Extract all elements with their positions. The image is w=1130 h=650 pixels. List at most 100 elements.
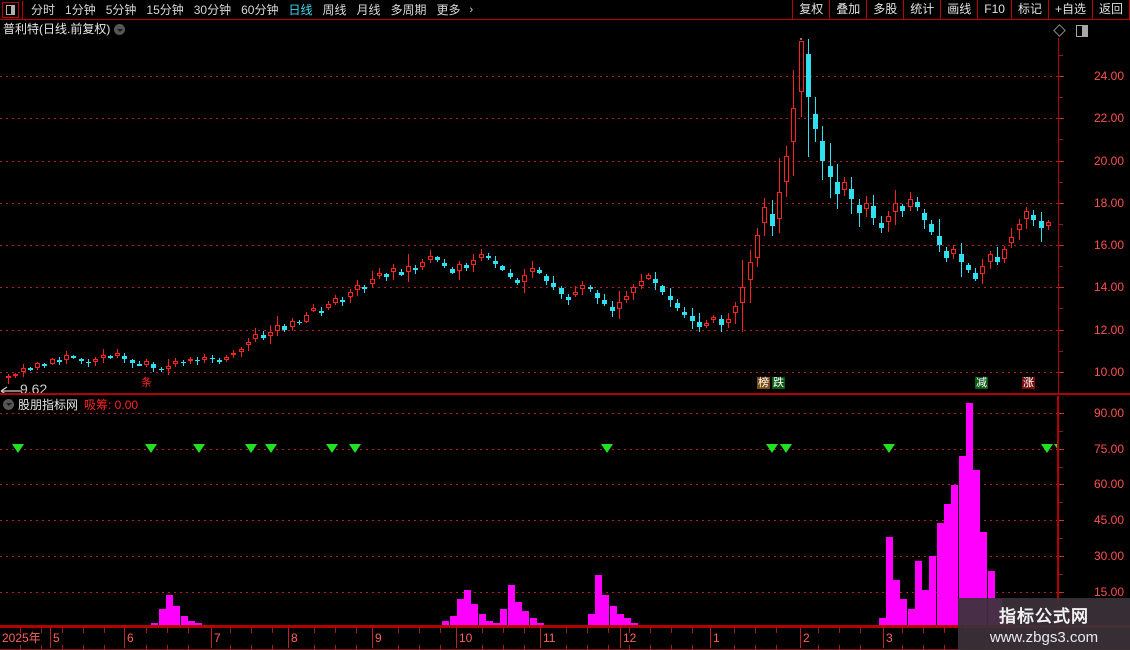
y-tick-mark bbox=[1059, 556, 1064, 557]
indicator-plot-area[interactable] bbox=[0, 396, 1058, 628]
indicator-bar bbox=[915, 561, 922, 628]
candle-body bbox=[784, 156, 789, 183]
tab-more[interactable]: 更多 bbox=[436, 2, 461, 17]
candle-body bbox=[755, 234, 760, 258]
chevron-down-circle-icon[interactable] bbox=[3, 398, 14, 410]
candle-body bbox=[442, 262, 447, 267]
date-axis-minor-tick bbox=[314, 645, 315, 650]
tab-fenshi[interactable]: 分时 bbox=[31, 2, 56, 17]
date-axis-minor-tick bbox=[419, 645, 420, 650]
date-axis-minor-tick bbox=[83, 645, 84, 650]
tab-5min[interactable]: 5分钟 bbox=[105, 2, 137, 17]
candle-body bbox=[326, 304, 331, 309]
split-panel-icon[interactable] bbox=[2, 1, 19, 18]
candle-body bbox=[639, 281, 644, 286]
candle-body bbox=[791, 107, 796, 143]
statistics-button[interactable]: 统计 bbox=[903, 0, 940, 19]
date-axis: 2025年 5 6 7 8 9 10 11 12 1 2 3 bbox=[0, 627, 1130, 650]
y-tick-minor bbox=[1059, 574, 1063, 575]
candle-body bbox=[71, 356, 76, 358]
date-axis-minor-tick bbox=[482, 628, 483, 633]
gridline bbox=[0, 76, 1058, 77]
multistock-button[interactable]: 多股 bbox=[866, 0, 903, 19]
date-axis-minor-tick bbox=[167, 645, 168, 650]
tab-30min[interactable]: 30分钟 bbox=[193, 2, 232, 17]
candle-body bbox=[79, 359, 84, 362]
split-view-icon[interactable] bbox=[1076, 25, 1088, 37]
date-axis-minor-tick bbox=[20, 645, 21, 650]
chart-tag-label[interactable]: 榜 bbox=[757, 377, 770, 389]
low-marker-arrow bbox=[0, 386, 22, 393]
y-tick-mark bbox=[1059, 449, 1064, 450]
tab-15min[interactable]: 15分钟 bbox=[146, 2, 184, 17]
tab-daily[interactable]: 日线 bbox=[288, 2, 313, 17]
date-axis-minor-tick bbox=[62, 645, 63, 650]
chart-tag-label[interactable]: 涨 bbox=[1022, 377, 1035, 389]
indicator-bar bbox=[929, 556, 936, 628]
indicator-bar bbox=[471, 604, 478, 628]
indicator-chart-panel[interactable]: 15.00 30.00 45.00 60.00 75.00 90.00 bbox=[0, 396, 1130, 628]
add-favorite-button[interactable]: +自选 bbox=[1047, 0, 1092, 19]
tab-multiperiod[interactable]: 多周期 bbox=[390, 2, 427, 17]
y-tick-minor bbox=[1059, 139, 1063, 140]
chevron-right-icon[interactable]: › bbox=[469, 3, 474, 16]
candle-body bbox=[980, 266, 985, 274]
date-axis-month-label: 3 bbox=[886, 631, 893, 645]
candle-body bbox=[377, 272, 382, 276]
tab-weekly[interactable]: 周线 bbox=[322, 2, 347, 17]
candle-body bbox=[217, 360, 222, 362]
candle-body bbox=[13, 373, 18, 376]
candle-wick bbox=[553, 275, 554, 290]
candle-body bbox=[580, 285, 585, 290]
date-axis-minor-tick bbox=[503, 645, 504, 650]
date-axis-month-label: 12 bbox=[623, 631, 637, 645]
candle-body bbox=[915, 202, 920, 208]
candle-body bbox=[733, 306, 738, 313]
return-button[interactable]: 返回 bbox=[1091, 0, 1130, 19]
triangle-down-signal-icon bbox=[145, 443, 157, 453]
candle-body bbox=[515, 280, 520, 284]
tab-1min[interactable]: 1分钟 bbox=[65, 2, 96, 17]
tab-60min[interactable]: 60分钟 bbox=[241, 2, 279, 17]
indicator-bar bbox=[966, 403, 973, 628]
candle-body bbox=[355, 285, 360, 291]
chart-tag-label[interactable]: 减 bbox=[975, 377, 988, 389]
chevron-down-circle-icon[interactable] bbox=[114, 24, 125, 35]
tab-monthly[interactable]: 月线 bbox=[356, 2, 381, 17]
candle-body bbox=[631, 287, 636, 294]
chart-tag-label[interactable]: 条 bbox=[140, 377, 153, 389]
diamond-icon[interactable] bbox=[1053, 24, 1066, 37]
overlay-button[interactable]: 叠加 bbox=[829, 0, 866, 19]
date-axis-minor-tick bbox=[146, 628, 147, 633]
indicator-y-tick-label: 30.00 bbox=[1093, 549, 1124, 563]
chart-tag-label[interactable]: 跌 bbox=[772, 377, 785, 389]
price-y-tick-label: 14.00 bbox=[1093, 280, 1124, 294]
indicator-bar bbox=[464, 589, 471, 628]
f10-button[interactable]: F10 bbox=[977, 0, 1011, 19]
date-axis-minor-tick bbox=[629, 628, 630, 633]
candle-body bbox=[973, 273, 978, 279]
candle-body bbox=[6, 376, 11, 379]
date-axis-month-label: 5 bbox=[53, 631, 60, 645]
indicator-bar bbox=[617, 613, 624, 628]
candle-body bbox=[311, 308, 316, 312]
candle-body bbox=[486, 255, 491, 258]
candle-body bbox=[93, 359, 98, 363]
candle-body bbox=[828, 165, 833, 178]
candle-body bbox=[748, 261, 753, 281]
candle-body bbox=[1017, 223, 1022, 231]
candle-body bbox=[660, 286, 665, 292]
date-axis-minor-tick bbox=[356, 645, 357, 650]
date-axis-minor-tick bbox=[902, 645, 903, 650]
indicator-y-tick-label: 15.00 bbox=[1093, 585, 1124, 599]
date-axis-minor-tick bbox=[650, 645, 651, 650]
candle-body bbox=[86, 361, 91, 364]
mark-button[interactable]: 标记 bbox=[1010, 0, 1048, 19]
drawline-button[interactable]: 画线 bbox=[940, 0, 977, 19]
candle-body bbox=[304, 314, 309, 322]
triangle-down-signal-icon bbox=[326, 443, 338, 453]
indicator-y-axis: 15.00 30.00 45.00 60.00 75.00 90.00 bbox=[1058, 396, 1130, 628]
fuquan-button[interactable]: 复权 bbox=[792, 0, 829, 19]
